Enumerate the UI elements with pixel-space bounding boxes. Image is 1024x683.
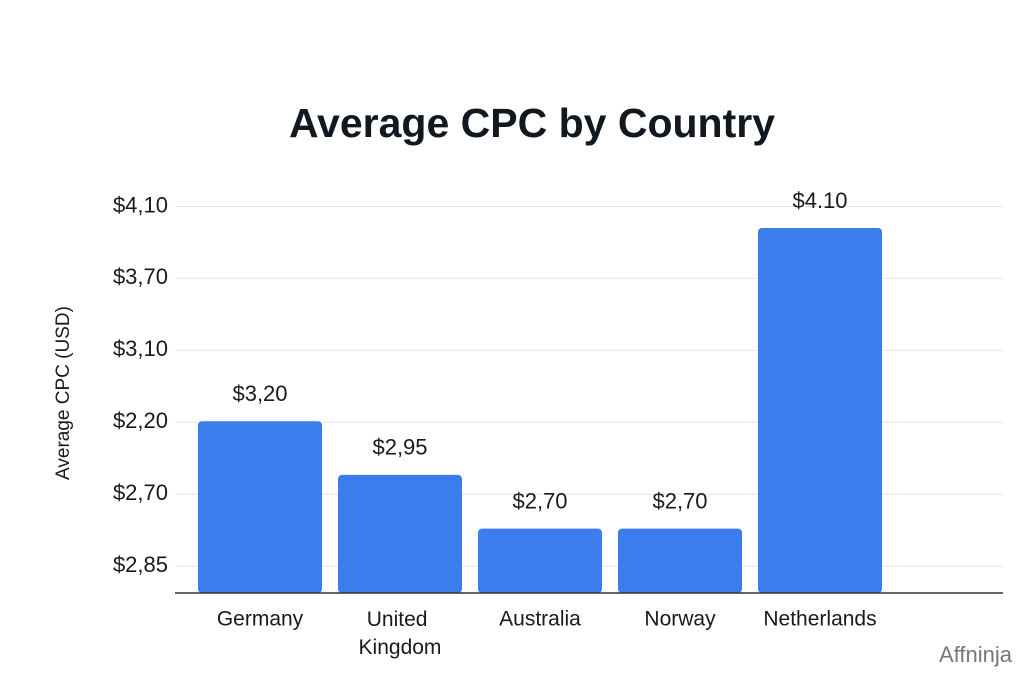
- y-tick-label: $4,10: [113, 192, 168, 217]
- y-tick-label: $3,10: [113, 336, 168, 361]
- bar: [338, 474, 462, 593]
- bar: [478, 528, 602, 593]
- bar: [198, 421, 322, 593]
- value-label: $4.10: [792, 188, 847, 213]
- value-label: $2,95: [372, 435, 427, 460]
- x-tick-label: Australia: [499, 608, 581, 631]
- y-axis-label: Average CPC (USD): [53, 306, 74, 480]
- y-tick-label: $2,70: [113, 480, 168, 505]
- x-tick-label: Germany: [217, 608, 304, 631]
- x-tick-label: United Kingdom: [359, 608, 442, 659]
- value-label: $2,70: [512, 488, 567, 513]
- y-tick-label: $2,20: [113, 408, 168, 433]
- x-tick-label: Norway: [644, 608, 716, 631]
- watermark: Affninja: [939, 642, 1013, 667]
- value-label: $3,20: [232, 381, 287, 406]
- value-label: $2,70: [652, 488, 707, 513]
- bar: [618, 528, 742, 593]
- bar: [758, 227, 882, 593]
- x-tick-label: Netherlands: [763, 608, 876, 631]
- y-tick-label: $2,85: [113, 552, 168, 577]
- y-tick-label: $3,70: [113, 264, 168, 289]
- chart-title: Average CPC by Country: [289, 100, 775, 146]
